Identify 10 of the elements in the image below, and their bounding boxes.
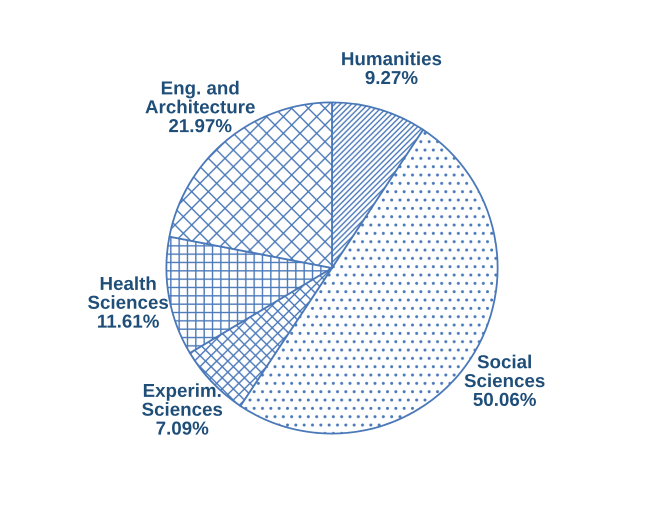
slice-label: Experim. Sciences [142,383,222,416]
data-label: 50.06% [473,392,536,406]
slice-label: Humanities [342,52,442,66]
data-label: 7.09% [156,421,208,435]
slice-label: Social Sciences [464,354,545,388]
slice-label: Health Sciences [88,276,168,309]
data-label: 9.27% [366,70,418,84]
data-label: 11.61% [98,314,159,328]
data-label: 21.97% [169,119,232,132]
slice-label: Eng. and Architecture [145,80,255,114]
